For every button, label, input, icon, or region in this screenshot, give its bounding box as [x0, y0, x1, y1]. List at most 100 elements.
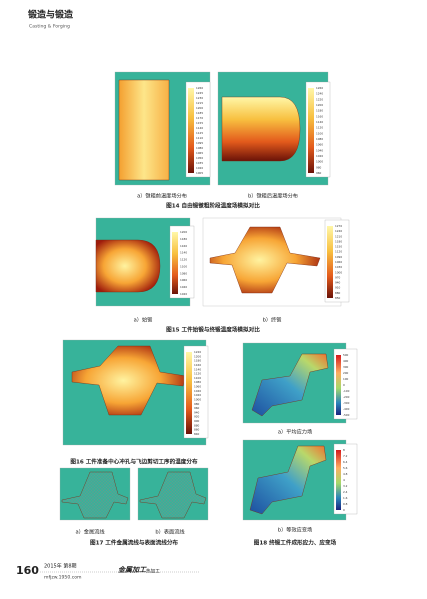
legend-label: -100 — [343, 389, 350, 393]
legend-label: 1080 — [194, 380, 201, 384]
legend-label: 1160 — [194, 363, 201, 367]
legend-label: 1240 — [335, 229, 342, 233]
sim-workpiece — [221, 96, 301, 162]
legend-label: 1170 — [196, 116, 203, 120]
figures: 1260124512301215120011851170115511401125… — [59, 71, 358, 547]
legend-label: 1005 — [196, 171, 203, 175]
legend-label: 980 — [316, 165, 322, 169]
panel-caption: b）等效应变场 — [278, 526, 312, 534]
legend-label: 1185 — [196, 111, 203, 115]
panel-caption: a）始锻 — [134, 316, 153, 324]
legend-label: -300 — [343, 401, 350, 405]
legend-label: 1040 — [316, 148, 323, 152]
legend-label: 4 — [343, 478, 345, 482]
legend-label: 1180 — [335, 239, 342, 243]
sim-workpiece — [139, 471, 207, 519]
figure-caption: 图15 工件始锻与终锻温度场模拟对比 — [166, 326, 260, 334]
legend-label: 1120 — [180, 258, 187, 262]
legend-label: 1260 — [316, 86, 323, 90]
legend-label: 980 — [194, 402, 200, 406]
journal-section: 热加工 — [146, 568, 160, 575]
legend-label: 1090 — [335, 255, 342, 259]
legend-label: 0 — [343, 383, 345, 387]
legend-label: 1100 — [194, 376, 201, 380]
legend-label: 4.8 — [343, 472, 348, 476]
legend-label: 1180 — [194, 359, 201, 363]
sim-workpiece — [61, 471, 129, 519]
legend-label: 880 — [335, 291, 341, 295]
legend-label: 1020 — [316, 154, 323, 158]
sim-workpiece — [118, 79, 170, 181]
legend-label: 1140 — [196, 126, 203, 130]
sim-workpiece — [71, 345, 187, 416]
legend-label: 1140 — [194, 367, 201, 371]
legend-label: 880 — [194, 423, 200, 427]
legend-label: 1160 — [316, 114, 323, 118]
legend-label: -200 — [343, 395, 350, 399]
journal-logo: 锻造与锻造 — [28, 9, 74, 21]
legend-label: 6.4 — [343, 460, 348, 464]
colorbar — [188, 88, 194, 173]
legend-label: 500 — [343, 353, 349, 357]
panel-caption: a）镦粗前温度场分布 — [137, 192, 187, 200]
legend-label: 1050 — [196, 156, 203, 160]
legend-label: 0 — [343, 508, 345, 512]
legend-label: 1000 — [335, 270, 342, 274]
legend-label: 1140 — [180, 251, 187, 255]
legend-label: 940 — [194, 410, 200, 414]
sim-workpiece — [95, 239, 161, 293]
legend-label: 1060 — [180, 278, 187, 282]
legend-label: 1240 — [316, 92, 323, 96]
colorbar — [336, 450, 341, 510]
page-number: 160 — [16, 564, 39, 577]
issue: 2015年 第8期 — [44, 563, 77, 570]
legend-label: 100 — [343, 377, 349, 381]
legend-label: -400 — [343, 407, 350, 411]
colorbar — [172, 232, 178, 294]
legend-label: 0.8 — [343, 502, 348, 506]
colorbar — [336, 355, 341, 415]
legend-label: 1080 — [196, 146, 203, 150]
legend-label: 1060 — [335, 260, 342, 264]
sim-workpiece — [249, 445, 327, 515]
legend-label: 940 — [335, 281, 341, 285]
colorbar — [327, 226, 333, 298]
legend-label: 960 — [316, 171, 322, 175]
legend-label: 1120 — [316, 126, 323, 130]
figure-caption: 图16 工件准备中心冲孔与飞边剪切工序的温度分布 — [70, 458, 198, 466]
panel-caption: b）终锻 — [263, 316, 282, 324]
legend-label: 3.2 — [343, 484, 348, 488]
colorbar — [308, 88, 314, 173]
legend-label: 1080 — [316, 137, 323, 141]
legend-label: 200 — [343, 371, 349, 375]
legend-label: 1200 — [194, 354, 201, 358]
legend-label: 1020 — [196, 166, 203, 170]
legend-label: 1160 — [180, 244, 187, 248]
legend-label: 970 — [335, 275, 341, 279]
legend-label: -500 — [343, 413, 350, 417]
legend-label: 1060 — [316, 143, 323, 147]
panel-caption: a）金属流线 — [75, 528, 104, 536]
legend-label: 850 — [335, 296, 341, 300]
legend-label: 1215 — [196, 101, 203, 105]
legend-label: 400 — [343, 359, 349, 363]
legend-label: 7.2 — [343, 454, 348, 458]
legend-label: 1110 — [196, 136, 203, 140]
colorbar — [186, 352, 192, 434]
legend-label: 960 — [194, 406, 200, 410]
legend-label: 860 — [194, 428, 200, 432]
legend-label: 1200 — [316, 103, 323, 107]
figure-caption: 图17 工件金属流线与表面流线分布 — [90, 539, 178, 547]
panel-caption: b）表面流线 — [155, 528, 184, 536]
panel-caption: a）平均应力场 — [278, 428, 312, 436]
legend-label: 1180 — [180, 237, 187, 241]
legend-label: 1260 — [196, 86, 203, 90]
legend-label: 8 — [343, 448, 345, 452]
legend-label: 1220 — [194, 350, 201, 354]
legend-label: 1200 — [196, 106, 203, 110]
legend-label: 1.6 — [343, 496, 348, 500]
legend-label: 1020 — [180, 292, 187, 296]
legend-label: 1220 — [316, 97, 323, 101]
journal-subtitle: Casting & Forging — [29, 24, 70, 30]
